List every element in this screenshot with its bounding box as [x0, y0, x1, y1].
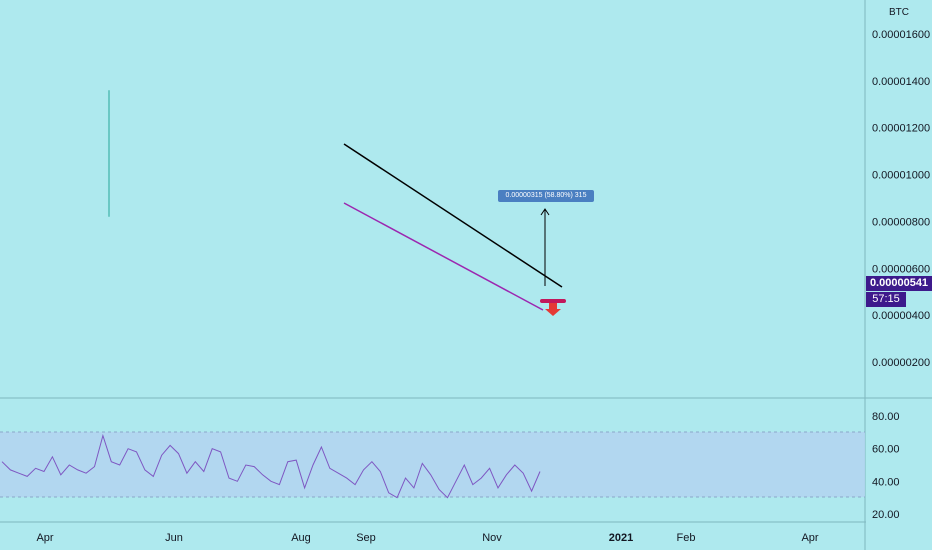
rsi-band — [0, 432, 865, 497]
rsi-axis-label: 80.00 — [872, 411, 900, 423]
time-axis-label: 2021 — [609, 532, 633, 544]
rsi-line — [1, 433, 541, 499]
time-axis-label: Sep — [356, 532, 376, 544]
rsi-axis-label: 40.00 — [872, 476, 900, 488]
currency-label: BTC — [889, 7, 909, 18]
time-axis-label: Nov — [482, 532, 502, 544]
rsi-indicator — [1, 433, 541, 499]
rsi-axis-label: 60.00 — [872, 444, 900, 456]
measure-arrow-head — [540, 208, 550, 216]
time-axis-label: Apr — [36, 532, 53, 544]
price-axis-label: 0.00001600 — [872, 29, 930, 41]
target-marker[interactable] — [540, 299, 566, 303]
rsi-axis-label: 20.00 — [872, 509, 900, 521]
price-axis-label: 0.00001400 — [872, 76, 930, 88]
price-axis-label: 0.00000200 — [872, 357, 930, 369]
price-axis-label: 0.00001200 — [872, 123, 930, 135]
time-axis-label: Jun — [165, 532, 183, 544]
rsi-axis[interactable]: 80.00 60.00 40.00 20.00 — [872, 411, 900, 521]
time-axis-label: Aug — [291, 532, 311, 544]
time-axis[interactable]: Apr Jun Aug Sep Nov 2021 Feb Apr — [36, 532, 818, 544]
measure-label[interactable]: 0.00000315 (58.80%) 315 — [498, 190, 594, 202]
time-axis-label: Feb — [677, 532, 696, 544]
price-axis-label: 0.00000600 — [872, 263, 930, 275]
price-axis-label: 0.00001000 — [872, 170, 930, 182]
candlestick-series — [108, 90, 110, 217]
resistance-trendline[interactable] — [343, 143, 563, 288]
price-axis-label: 0.00000400 — [872, 310, 930, 322]
support-trendline[interactable] — [343, 202, 544, 311]
current-price-tag: 0.00000541 — [866, 276, 932, 291]
time-axis-label: Apr — [801, 532, 818, 544]
down-arrow-icon — [545, 303, 561, 316]
price-axis[interactable]: 0.00001600 0.00001400 0.00001200 0.00001000… — [872, 29, 930, 369]
price-axis-label: 0.00000800 — [872, 216, 930, 228]
countdown-tag: 57:15 — [866, 292, 906, 307]
